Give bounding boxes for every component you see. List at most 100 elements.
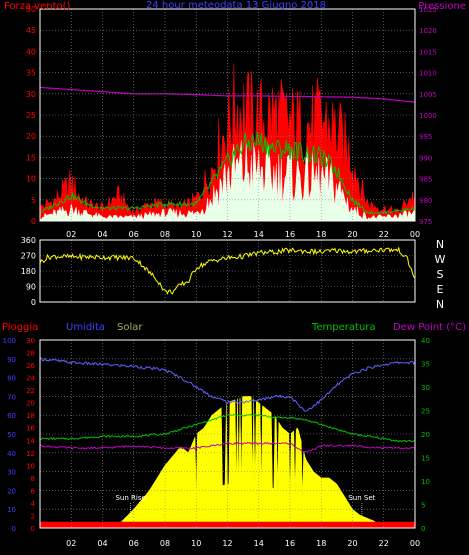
sun-annotation: Sun Set [348,494,375,502]
temperature-y-tick: 40 [421,337,430,345]
wind-y-tick: 30 [26,90,36,99]
wind-axis-label: Forza vento() [4,1,71,12]
rain-y-tick: 8 [31,475,35,483]
pressure-y-tick: 1015 [419,48,437,56]
rain-y-tick: 4 [31,500,36,508]
direction-y-tick: 180 [21,267,36,276]
humidity-y-tick: 60 [7,412,16,420]
dew-point-line [39,441,416,453]
climate-x-tick: 00 [410,539,420,548]
wind-y-tick: 20 [26,132,36,141]
climate-x-tick: 08 [160,539,170,548]
rain-y-tick: 20 [26,400,35,408]
wind-x-tick: 16 [285,230,295,239]
rain-y-tick: 10 [26,462,35,470]
direction-compass-label: N [436,238,444,251]
direction-y-tick: 360 [21,236,36,245]
pressure-y-tick: 980 [419,197,432,205]
climate-x-tick: 02 [66,539,76,548]
pressure-y-tick: 1005 [419,91,437,99]
temperature-y-tick: 15 [421,455,430,463]
pressure-y-tick: 975 [419,218,432,226]
rain-y-tick: 18 [26,412,35,420]
wind-panel-frame [39,8,416,222]
rain-y-tick: 28 [26,350,35,358]
humidity-y-tick: 20 [7,487,16,495]
wind-x-tick: 12 [222,230,232,239]
direction-compass-label: N [436,298,444,311]
rain-bar [40,521,415,528]
wind-x-tick: 02 [66,230,76,239]
pressure-y-tick: 1000 [419,112,437,120]
direction-y-tick: 0 [31,298,36,307]
legend-solar: Solar [117,322,143,333]
climate-x-tick: 16 [285,539,295,548]
rain-y-tick: 30 [26,337,35,345]
rain-y-tick: 14 [26,437,35,445]
wind-y-tick: 25 [26,111,36,120]
wind-x-tick: 06 [129,230,139,239]
wind-x-tick: 22 [379,230,389,239]
wind-x-tick: 14 [254,230,264,239]
humidity-y-tick: 40 [7,450,16,458]
temperature-y-tick: 10 [421,478,430,486]
rain-y-tick: 6 [31,487,36,495]
chart-title: 24 hour meteodata 13 Giugno 2018 [146,0,326,11]
climate-x-tick: 06 [129,539,139,548]
temperature-y-tick: 25 [421,408,430,416]
temperature-y-tick: 20 [421,431,430,439]
wind-x-tick: 08 [160,230,170,239]
rain-y-tick: 0 [31,525,35,533]
wind-y-tick: 10 [26,175,36,184]
climate-x-tick: 04 [97,539,107,548]
climate-x-tick: 20 [347,539,357,548]
pressure-y-tick: 1025 [419,6,437,14]
pressure-y-tick: 1010 [419,70,437,78]
humidity-y-tick: 90 [7,356,16,364]
pressure-y-tick: 990 [419,154,432,162]
temperature-y-tick: 0 [421,525,425,533]
legend-dew-point: Dew Point (°C) [393,322,466,333]
direction-compass-label: E [437,283,444,296]
humidity-y-tick: 100 [3,337,16,345]
pressure-axis-label: Pressione [418,1,466,12]
rain-y-tick: 12 [26,450,35,458]
climate-x-tick: 14 [254,539,264,548]
pressure-y-tick: 985 [419,176,432,184]
pressure-line [39,86,416,103]
wind-y-tick: 40 [26,47,36,56]
direction-compass-label: S [437,268,444,281]
pressure-y-tick: 1020 [419,27,437,35]
humidity-y-tick: 50 [7,431,16,439]
humidity-y-tick: 30 [7,469,16,477]
climate-x-tick: 10 [191,539,201,548]
temperature-y-tick: 5 [421,502,425,510]
wind-x-tick: 04 [97,230,107,239]
rain-y-tick: 24 [26,375,35,383]
rain-y-tick: 22 [26,387,35,395]
wind-y-tick: 5 [31,196,36,205]
rain-y-tick: 2 [31,512,35,520]
humidity-y-tick: 0 [12,525,16,533]
direction-y-tick: 270 [21,252,36,261]
wind-x-tick: 10 [191,230,201,239]
rain-y-tick: 16 [26,425,35,433]
climate-x-tick: 18 [316,539,326,548]
direction-panel-frame [39,239,416,303]
direction-y-tick: 90 [26,283,36,292]
temperature-y-tick: 35 [421,361,430,369]
climate-x-tick: 22 [379,539,389,548]
humidity-y-tick: 10 [7,506,16,514]
humidity-y-tick: 70 [7,393,16,401]
rain-y-tick: 26 [26,362,35,370]
wind-y-tick: 0 [31,217,36,226]
wind-y-tick: 50 [26,5,36,14]
wind-x-tick: 18 [316,230,326,239]
legend-humidity: Umidita [66,322,105,333]
wind-y-tick: 15 [26,153,36,162]
temperature-y-tick: 30 [421,384,430,392]
direction-compass-label: W [435,253,446,266]
wind-x-tick: 20 [347,230,357,239]
climate-x-tick: 12 [222,539,232,548]
wind-y-tick: 35 [26,69,36,78]
